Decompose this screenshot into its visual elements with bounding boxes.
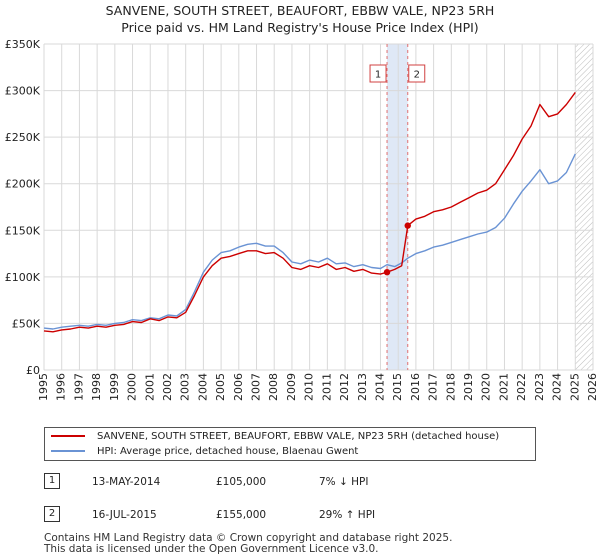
transaction-hpi-change: 29% ↑ HPI [319,509,376,521]
legend-label-price: SANVENE, SOUTH STREET, BEAUFORT, EBBW VA… [97,431,500,442]
legend-item-hpi: HPI: Average price, detached house, Blae… [51,445,358,459]
x-tick-label: 1997 [72,373,85,401]
y-tick-label: £100K [5,271,41,284]
title-line-1: SANVENE, SOUTH STREET, BEAUFORT, EBBW VA… [105,3,495,18]
y-tick-label: £300K [5,85,41,98]
transaction-date: 13-MAY-2014 [92,476,161,488]
transaction-number-badge: 2 [44,506,60,522]
x-tick-label: 1999 [108,373,121,401]
x-tick-label: 2017 [427,373,440,401]
forecast-hatch [575,44,593,370]
footer-line-1: Contains HM Land Registry data © Crown c… [44,532,453,544]
price-chart: 1 2 £0 £50K £100K £150K £200K £250K £300K £350K 19… [5,38,599,401]
x-tick-label: 2009 [285,373,298,401]
x-tick-label: 1995 [37,373,50,401]
y-tick-label: £0 [26,364,40,377]
x-tick-label: 2013 [356,373,369,401]
sale-label-box [369,64,387,83]
legend-swatch-price [51,435,85,437]
legend-label-hpi: HPI: Average price, detached house, Blae… [97,446,359,457]
x-tick-label: 2006 [232,373,245,401]
x-tick-label: 2004 [196,373,209,401]
x-tick-label: 2021 [497,373,510,401]
transaction-price: £155,000 [216,509,267,521]
x-tick-label: 2002 [161,373,174,401]
x-tick-label: 1996 [55,373,68,401]
transaction-price: £105,000 [216,476,267,488]
x-tick-label: 2019 [462,373,475,401]
x-tick-label: 2022 [515,373,528,401]
x-tick-label: 2020 [480,373,493,401]
x-tick-label: 2026 [586,373,599,401]
chart-legend: SANVENE, SOUTH STREET, BEAUFORT, EBBW VA… [44,427,536,461]
x-tick-label: 2003 [179,373,192,401]
y-tick-label: £200K [5,178,41,191]
transaction-row: 2 16-JUL-2015 £155,000 29% ↑ HPI [44,506,584,524]
legend-item-price: SANVENE, SOUTH STREET, BEAUFORT, EBBW VA… [51,430,499,444]
x-tick-label: 2005 [214,373,227,401]
transaction-date: 16-JUL-2015 [92,509,157,521]
transaction-hpi-change: 7% ↓ HPI [319,476,369,488]
x-tick-label: 2016 [409,373,422,401]
x-tick-label: 2008 [267,373,280,401]
x-tick-label: 2018 [444,373,457,401]
sale-period-shade [387,44,408,370]
x-tick-label: 2010 [303,373,316,401]
y-tick-label: £350K [5,38,41,51]
transaction-row: 1 13-MAY-2014 £105,000 7% ↓ HPI [44,473,584,491]
x-tick-label: 2007 [250,373,263,401]
price-paid-line [43,91,576,333]
sale-point [404,222,411,229]
sale-point [383,269,391,276]
legend-swatch-hpi [51,450,85,452]
sale-label-text: 1 [375,70,381,81]
sale-label-box [408,64,426,83]
y-tick-label: £150K [5,224,41,237]
title-line-2: Price paid vs. HM Land Registry's House … [121,20,479,35]
transaction-number-badge: 1 [44,473,60,489]
x-tick-label: 2025 [568,373,581,401]
x-tick-label: 2011 [320,373,333,401]
x-tick-label: 1998 [90,373,103,401]
y-tick-label: £50K [12,317,41,330]
x-tick-label: 2001 [143,373,156,401]
x-tick-label: 2024 [551,373,564,401]
x-tick-label: 2015 [391,373,404,401]
plot-area [44,44,593,370]
sale-label-text: 2 [414,70,420,81]
x-tick-label: 2023 [533,373,546,401]
footer-line-2: This data is licensed under the Open Gov… [44,543,379,555]
x-tick-label: 2000 [126,373,139,401]
y-tick-label: £250K [5,131,41,144]
x-tick-label: 2012 [338,373,351,401]
footer-attribution: Contains HM Land Registry data © Crown c… [44,533,564,555]
hpi-line [43,153,576,330]
x-tick-label: 2014 [373,373,386,401]
chart-title: SANVENE, SOUTH STREET, BEAUFORT, EBBW VA… [0,2,600,36]
